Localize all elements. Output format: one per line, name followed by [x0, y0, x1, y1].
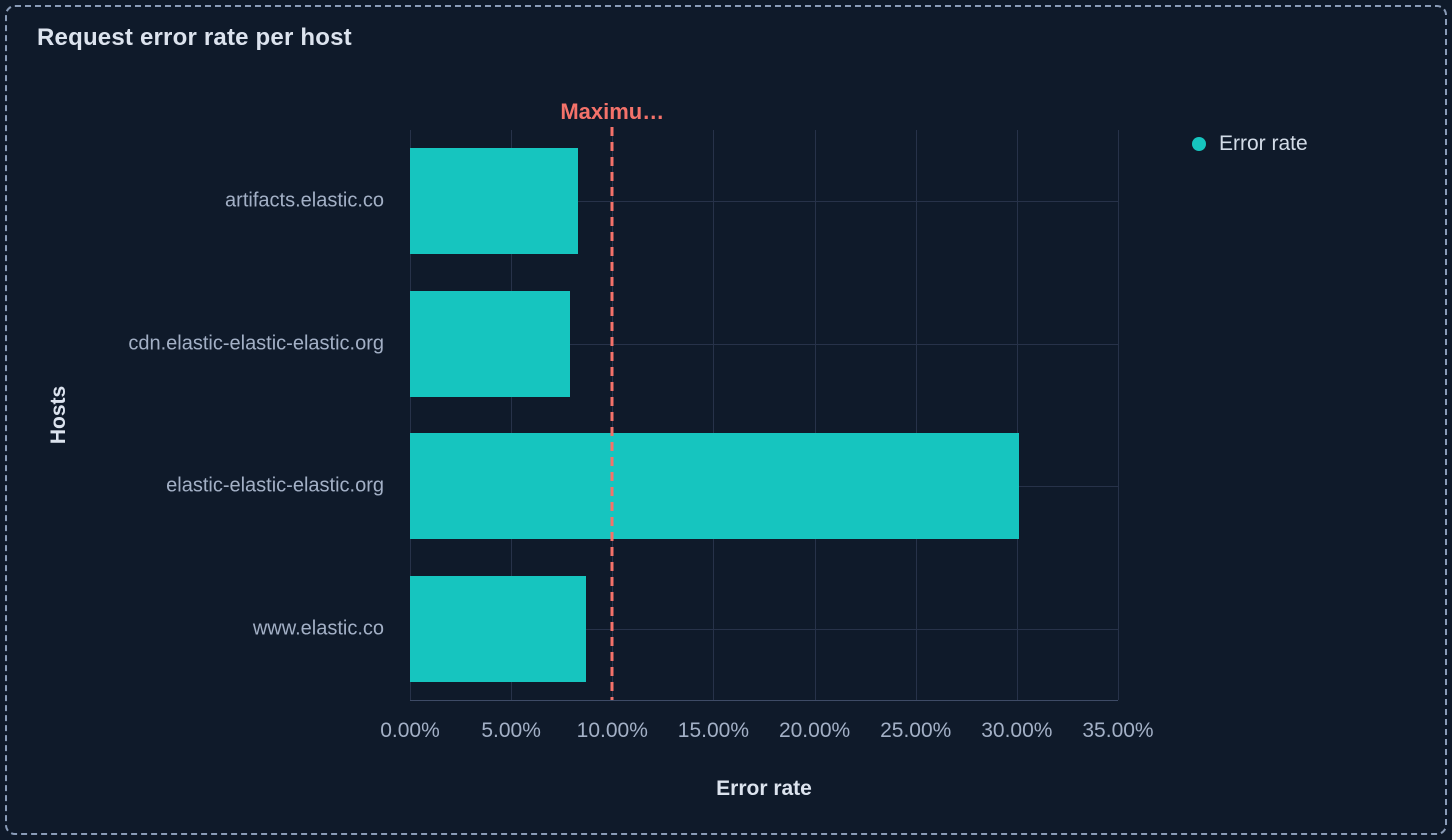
y-tick-label: artifacts.elastic.co	[225, 189, 384, 212]
legend-label: Error rate	[1219, 132, 1308, 155]
legend-item-error-rate[interactable]: Error rate	[1192, 132, 1308, 156]
x-tick-label: 25.00%	[880, 719, 952, 742]
x-gridline	[511, 130, 513, 700]
y-gridline	[410, 628, 1118, 630]
y-gridline	[410, 343, 1118, 345]
x-tick-label: 20.00%	[778, 719, 851, 742]
x-axis-title: Error rate	[716, 777, 812, 800]
x-tick-label: 35.00%	[1082, 719, 1154, 742]
x-tick-label: 5.00%	[481, 719, 541, 742]
x-gridline	[713, 130, 715, 700]
dashboard-panel: Request error rate per host Hosts Maximu…	[5, 5, 1447, 835]
panel-title: Request error rate per host	[37, 24, 352, 51]
y-tick-label: www.elastic.co	[252, 617, 384, 640]
y-tick-label: cdn.elastic-elastic-elastic.org	[128, 332, 384, 355]
bar-elastic-elastic-elastic.org[interactable]	[410, 433, 1019, 540]
x-gridline	[410, 130, 411, 700]
y-tick-label: elastic-elastic-elastic.org	[166, 474, 384, 497]
legend-swatch-icon	[1192, 137, 1206, 151]
bar-cdn.elastic-elastic-elastic.org[interactable]	[410, 290, 570, 397]
x-gridline	[1118, 130, 1119, 700]
x-gridline	[1016, 130, 1018, 700]
threshold-line	[610, 127, 614, 700]
bar-artifacts.elastic.co[interactable]	[410, 148, 578, 255]
bar-chart: Hosts Maximu… artifacts.elastic.co cdn.el…	[7, 7, 1445, 833]
y-gridline	[410, 201, 1118, 203]
plot-area	[410, 127, 1119, 701]
y-axis-title: Hosts	[47, 385, 70, 445]
x-tick-label: 15.00%	[677, 719, 750, 742]
x-tick-label: 0.00%	[380, 719, 440, 742]
bar-www.elastic.co[interactable]	[410, 575, 586, 682]
x-gridline	[814, 130, 816, 700]
x-tick-label: 30.00%	[981, 719, 1053, 742]
x-tick-label: 10.00%	[576, 719, 648, 742]
x-gridline	[915, 130, 917, 700]
threshold-label: Maximu…	[560, 99, 665, 124]
